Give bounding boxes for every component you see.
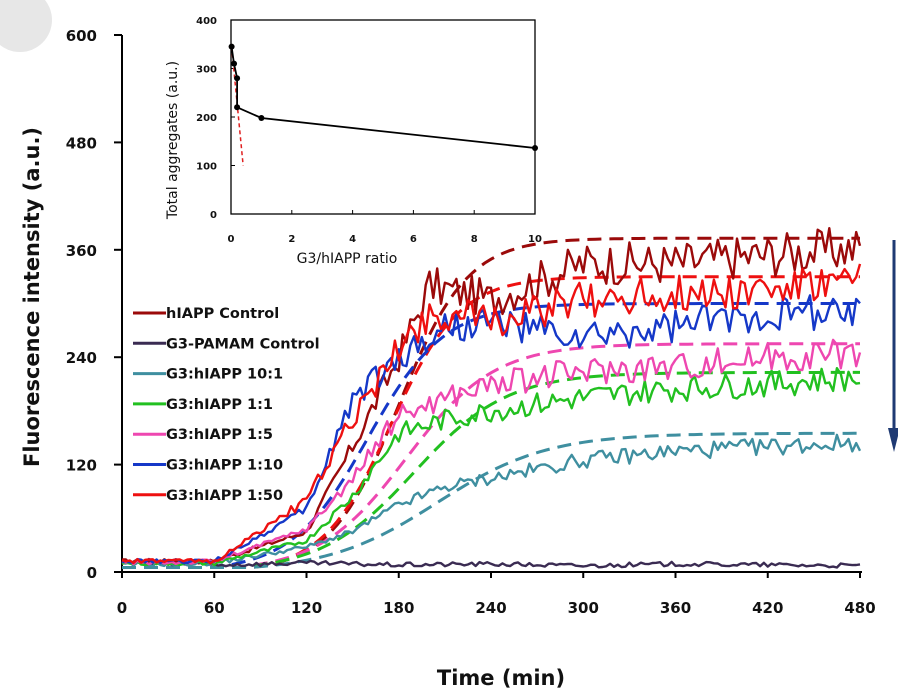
fit-curve: [122, 431, 860, 569]
main-y-ticks: 0 120 240 360 480 600: [66, 27, 122, 582]
x-tick-label: 240: [475, 599, 506, 617]
series-line: [121, 338, 862, 566]
trend-arrow: [888, 240, 898, 452]
inset-x-tick-label: 0: [228, 234, 235, 245]
series-line: [121, 263, 862, 565]
inset-data-point: [234, 104, 241, 111]
inset-data-point: [228, 43, 235, 50]
y-tick-label: 600: [66, 27, 97, 45]
legend-label: G3:hIAPP 1:5: [166, 427, 273, 443]
inset-y-tick-label: 0: [210, 210, 217, 221]
x-tick-label: 180: [383, 599, 414, 617]
inset-data-point: [258, 114, 265, 121]
legend: hIAPP Control G3-PAMAM Control G3:hIAPP 10…: [133, 306, 320, 504]
x-axis-title: Time (min): [437, 666, 565, 690]
inset-x-ticks: 0 2 4 6 8 10: [228, 210, 542, 245]
series-line: [121, 227, 862, 565]
y-tick-label: 0: [87, 564, 97, 582]
inset-x-tick-label: 8: [471, 234, 478, 245]
x-tick-label: 60: [204, 599, 225, 617]
legend-label: G3:hIAPP 1:10: [166, 458, 283, 474]
corner-decoration: [0, 0, 52, 52]
legend-label: G3:hIAPP 10:1: [166, 367, 283, 383]
inset-data-point: [231, 60, 238, 67]
series-line: [121, 559, 861, 569]
inset-chart: 0 100 200 300 400 0 2 4 6 8 10 G3/hIAPP ratio Tot…: [165, 16, 542, 267]
inset-y-tick-label: 100: [196, 162, 217, 173]
legend-label: hIAPP Control: [166, 306, 279, 322]
main-series-lines: [121, 227, 862, 569]
inset-series-lines: [228, 43, 538, 166]
legend-label: G3-PAMAM Control: [166, 336, 320, 352]
x-tick-label: 0: [117, 599, 127, 617]
legend-label: G3:hIAPP 1:50: [166, 488, 283, 504]
x-tick-label: 120: [291, 599, 322, 617]
inset-x-axis-title: G3/hIAPP ratio: [297, 251, 398, 267]
y-axis-title: Fluorescence intensity (a.u.): [20, 127, 44, 467]
main-x-ticks: 0 60 120 180 240 300 360 420 480: [117, 572, 876, 617]
x-tick-label: 360: [660, 599, 691, 617]
x-tick-label: 480: [844, 599, 875, 617]
series-line: [121, 367, 861, 567]
y-tick-label: 240: [66, 349, 97, 367]
inset-y-axis-title: Total aggregates (a.u.): [165, 61, 181, 220]
y-tick-label: 360: [66, 242, 97, 260]
x-tick-label: 420: [752, 599, 783, 617]
inset-data-point: [532, 145, 538, 152]
inset-y-tick-label: 200: [196, 113, 217, 124]
inset-y-tick-label: 300: [196, 65, 217, 76]
inset-x-tick-label: 6: [410, 234, 417, 245]
legend-label: G3:hIAPP 1:1: [166, 397, 273, 413]
inset-y-tick-label: 400: [196, 16, 217, 27]
y-tick-label: 120: [66, 457, 97, 475]
inset-x-tick-label: 10: [528, 234, 542, 245]
y-tick-label: 480: [66, 134, 97, 152]
x-tick-label: 300: [568, 599, 599, 617]
inset-frame: [230, 19, 536, 215]
inset-x-tick-label: 2: [288, 234, 295, 245]
inset-x-tick-label: 4: [349, 234, 356, 245]
inset-data-point: [234, 75, 241, 82]
